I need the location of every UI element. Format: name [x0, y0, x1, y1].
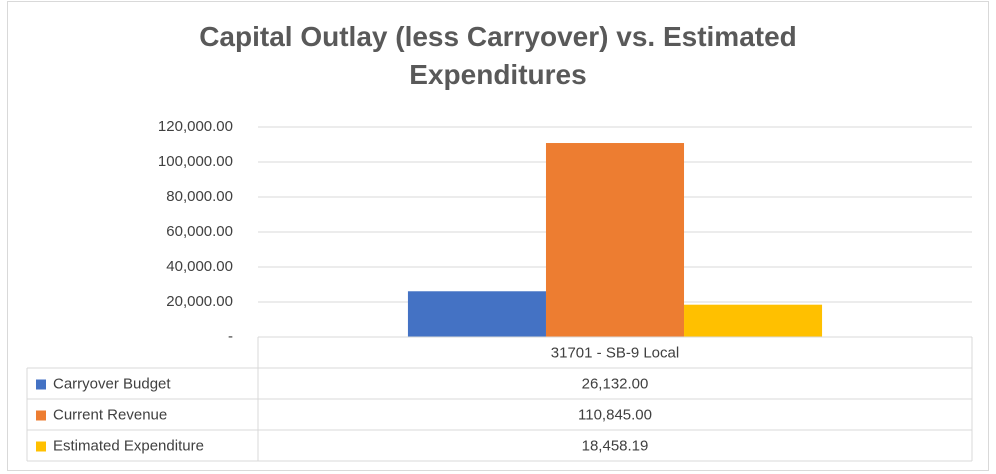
bar	[407, 291, 546, 337]
x-category-label: 31701 - SB-9 Local	[551, 344, 679, 361]
y-tick-label: 100,000.00	[158, 153, 233, 170]
table-value: 26,132.00	[582, 375, 649, 392]
chart-title: Capital Outlay (less Carryover) vs. Esti…	[199, 21, 797, 90]
legend-label: Estimated Expenditure	[53, 437, 204, 454]
y-tick-label: 20,000.00	[166, 293, 233, 310]
legend-key	[36, 410, 46, 421]
y-tick-label: 60,000.00	[166, 223, 233, 240]
chart-border	[7, 1, 989, 471]
table-value: 110,845.00	[578, 406, 652, 423]
y-tick-label: 80,000.00	[166, 188, 233, 205]
y-tick-label: 120,000.00	[158, 118, 233, 135]
table-value: 18,458.19	[582, 437, 649, 454]
legend-label: Carryover Budget	[53, 375, 171, 392]
bar	[545, 143, 685, 337]
legend-key	[36, 379, 46, 390]
y-tick-label: 40,000.00	[166, 258, 233, 275]
bar	[684, 304, 823, 337]
legend-label: Current Revenue	[53, 406, 167, 423]
y-tick-label: -	[228, 328, 233, 345]
legend-key	[36, 441, 46, 452]
